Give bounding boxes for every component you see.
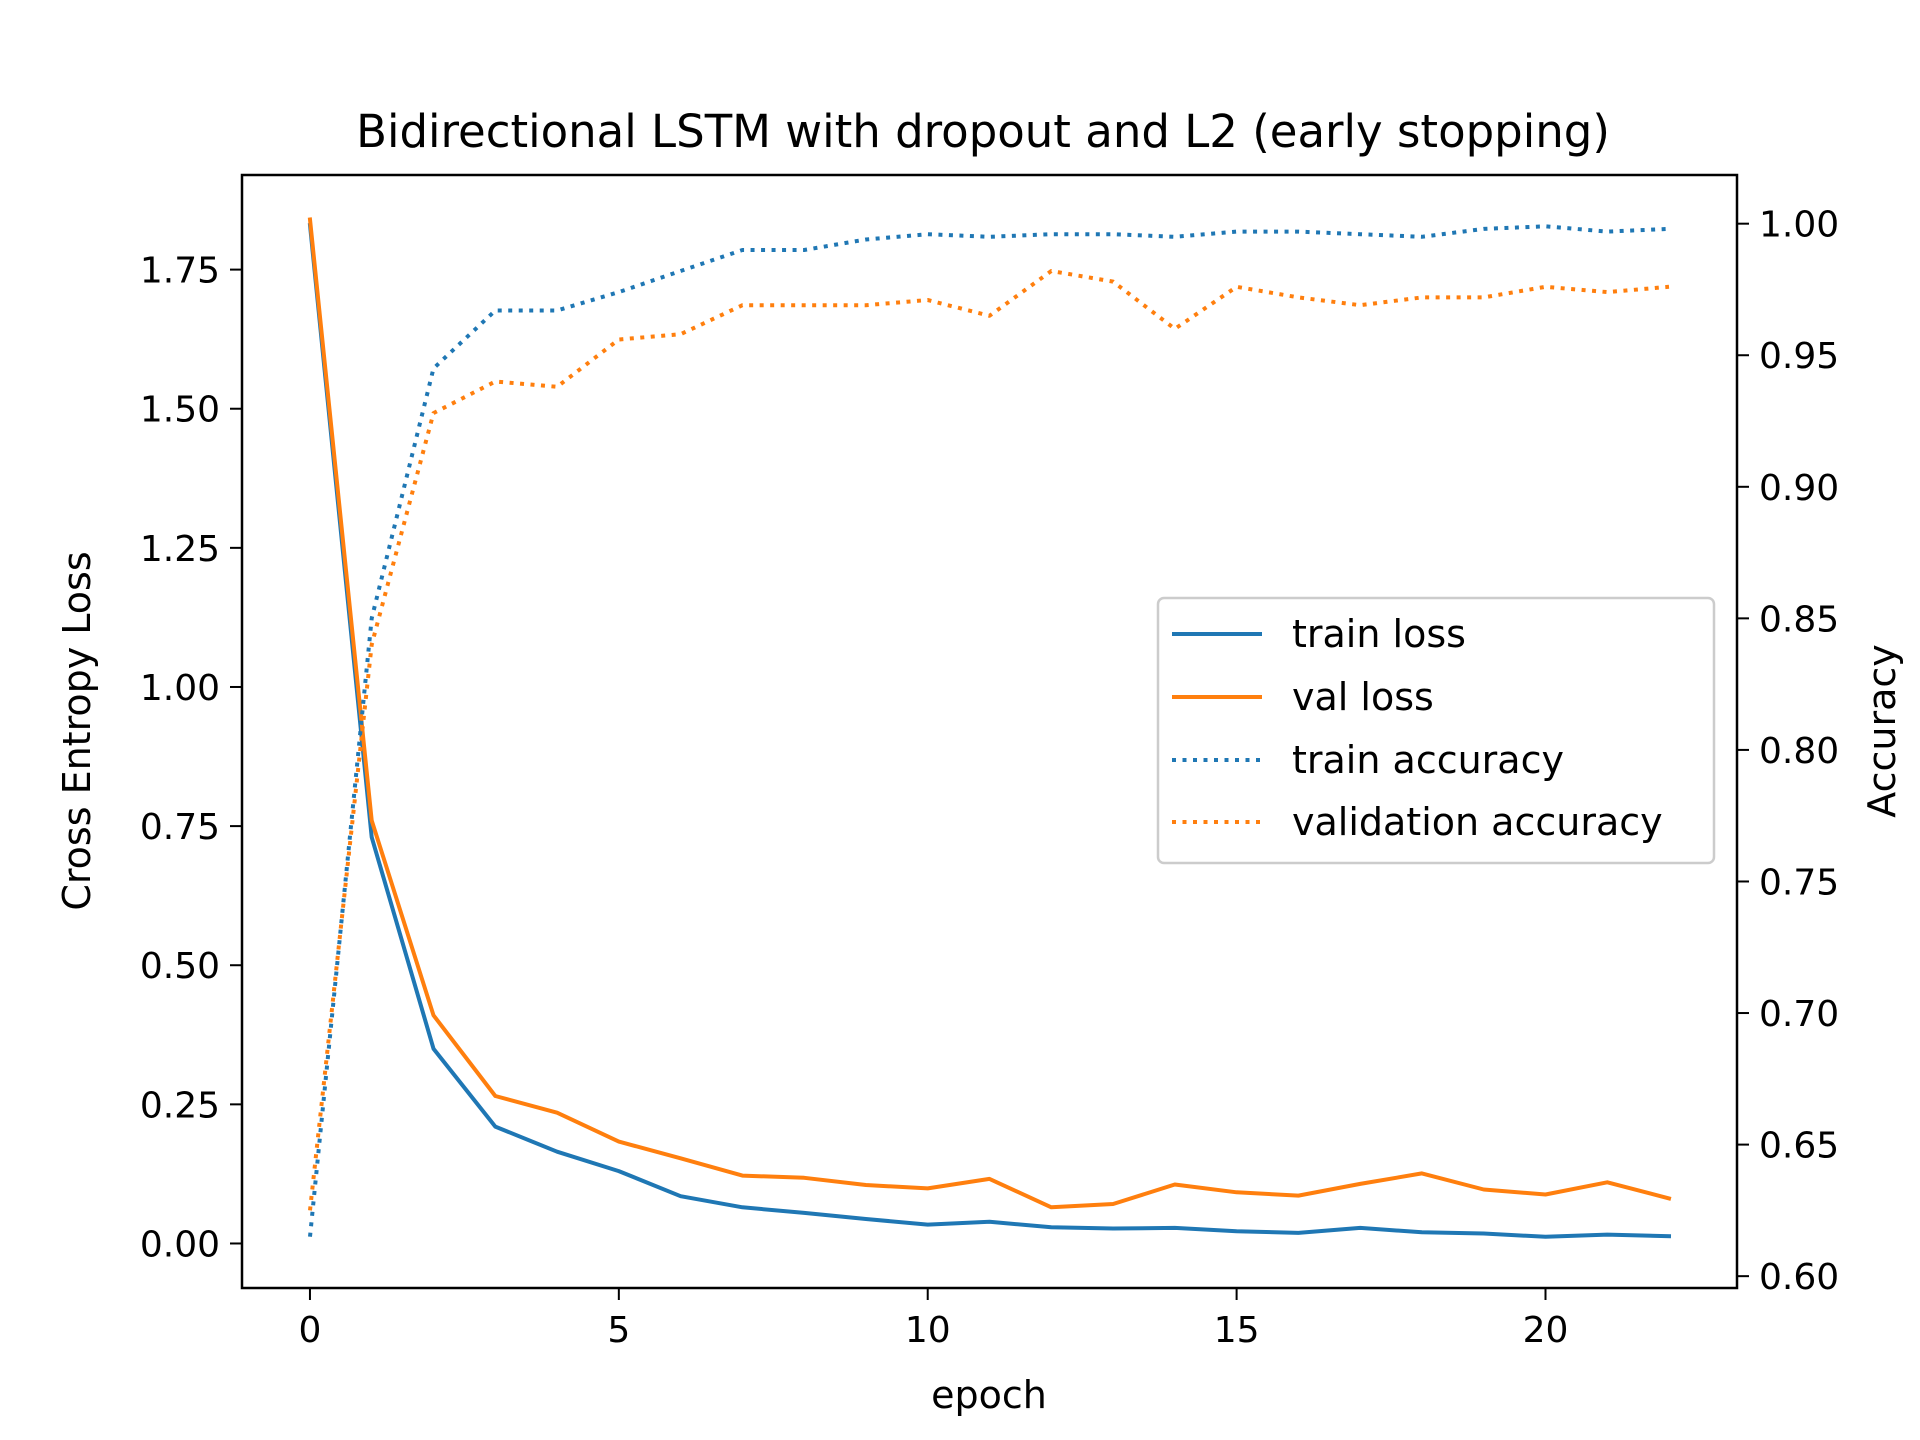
plot-frame — [240, 173, 1739, 1290]
x-tick-label: 0 — [299, 1310, 322, 1351]
series-line-validation-accuracy — [308, 269, 1670, 1211]
x-tick-label: 5 — [607, 1310, 630, 1351]
series-line-train-loss — [307, 222, 1672, 1239]
x-tick-label: 15 — [1214, 1310, 1260, 1351]
y-left-tick-label: 0.75 — [140, 807, 220, 848]
y-left-tick-label: 1.50 — [140, 390, 220, 431]
y-right-tick-label: 0.80 — [1759, 731, 1839, 772]
y-right-tick-label: 0.60 — [1759, 1257, 1839, 1298]
y-left-tick-label: 1.25 — [140, 529, 220, 570]
y-right-tick-label: 0.85 — [1759, 599, 1839, 640]
x-axis: 0 5 10 15 20 — [299, 1288, 1569, 1351]
series-line-train-accuracy — [308, 224, 1670, 1237]
y-right-tick-label: 0.90 — [1759, 468, 1839, 509]
y-axis-right: 0.60 0.65 0.70 0.75 0.80 0.85 0.90 0.95 1.00 — [1737, 205, 1839, 1298]
legend-label-train-accuracy: train accuracy — [1292, 738, 1564, 782]
y-left-tick-label: 0.00 — [140, 1224, 220, 1265]
series-line-val-loss — [307, 217, 1672, 1210]
y-right-tick-label: 1.00 — [1759, 205, 1839, 246]
x-tick-label: 20 — [1523, 1310, 1569, 1351]
x-tick-label: 10 — [905, 1310, 951, 1351]
legend-label-validation-accuracy: validation accuracy — [1292, 800, 1663, 844]
y-right-tick-label: 0.95 — [1759, 336, 1839, 377]
legend-label-train-loss: train loss — [1292, 612, 1466, 656]
y-left-tick-label: 0.50 — [140, 946, 220, 987]
y-right-tick-label: 0.65 — [1759, 1126, 1839, 1167]
legend-items: train loss val loss train accuracy validati… — [1172, 612, 1663, 844]
series-layer — [307, 217, 1672, 1239]
chart-title: Bidirectional LSTM with dropout and L2 (… — [356, 105, 1610, 158]
legend: train loss val loss train accuracy validati… — [1156, 596, 1716, 865]
y-right-tick-label: 0.75 — [1759, 862, 1839, 903]
y-axis-left: 0.00 0.25 0.50 0.75 1.00 1.25 1.50 1.75 — [140, 251, 242, 1265]
y-left-tick-label: 0.25 — [140, 1085, 220, 1126]
legend-label-val-loss: val loss — [1292, 675, 1434, 719]
y-axis-label-left: Cross Entropy Loss — [55, 551, 99, 910]
y-left-tick-label: 1.00 — [140, 668, 220, 709]
y-left-tick-label: 1.75 — [140, 251, 220, 292]
y-axis-label-right: Accuracy — [1860, 644, 1904, 818]
y-right-tick-label: 0.70 — [1759, 994, 1839, 1035]
x-axis-label: epoch — [931, 1373, 1047, 1417]
legend-box — [1156, 596, 1716, 865]
